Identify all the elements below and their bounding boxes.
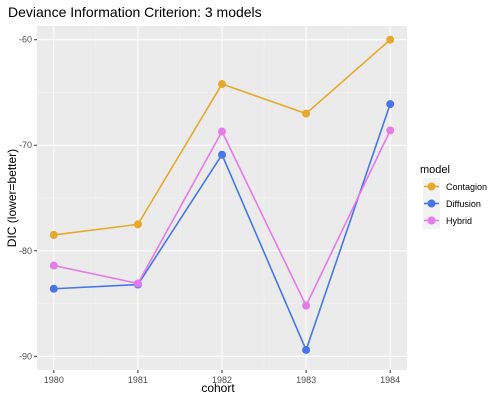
legend-label-contagion: Contagion — [446, 182, 487, 192]
legend-label-diffusion: Diffusion — [446, 199, 481, 209]
chart-title: Deviance Information Criterion: 3 models — [8, 4, 262, 20]
legend-title: model — [420, 164, 450, 176]
axis-ticks — [34, 39, 391, 373]
y-tick-label: -60 — [19, 35, 32, 45]
data-point-diffusion — [218, 150, 226, 159]
series-points — [49, 35, 395, 354]
data-point-contagion — [218, 80, 226, 89]
data-point-hybrid — [302, 301, 311, 310]
legend-key-point-contagion — [427, 182, 436, 191]
tick-labels: -90 -80 -70 -60 1980 1981 1982 1983 1984 — [19, 35, 400, 385]
data-point-diffusion — [302, 345, 311, 354]
x-tick-label: 1983 — [296, 375, 316, 385]
x-tick-label: 1984 — [380, 375, 400, 385]
data-point-contagion — [386, 35, 395, 44]
y-tick-label: -90 — [19, 351, 32, 361]
data-point-hybrid — [218, 127, 226, 136]
data-point-hybrid — [49, 261, 58, 270]
data-point-diffusion — [49, 284, 58, 293]
x-axis-title: cohort — [201, 381, 235, 395]
y-tick-label: -70 — [19, 140, 32, 150]
legend-label-hybrid: Hybrid — [446, 216, 472, 226]
data-point-contagion — [133, 220, 142, 229]
data-point-diffusion — [386, 100, 395, 109]
data-point-hybrid — [386, 126, 395, 135]
legend-key-point-hybrid — [427, 216, 436, 225]
legend-key-point-diffusion — [427, 199, 436, 208]
x-tick-label: 1981 — [128, 375, 148, 385]
legend: model Contagion Diffusion Hybrid — [420, 164, 487, 229]
x-tick-label: 1982 — [212, 375, 232, 385]
data-point-contagion — [49, 230, 58, 239]
data-point-contagion — [302, 109, 311, 118]
data-point-hybrid — [133, 279, 142, 288]
y-axis-title: DIC (lower=better) — [5, 149, 19, 247]
grid-major — [37, 26, 407, 370]
y-tick-label: -80 — [19, 246, 32, 256]
x-tick-label: 1980 — [44, 375, 64, 385]
